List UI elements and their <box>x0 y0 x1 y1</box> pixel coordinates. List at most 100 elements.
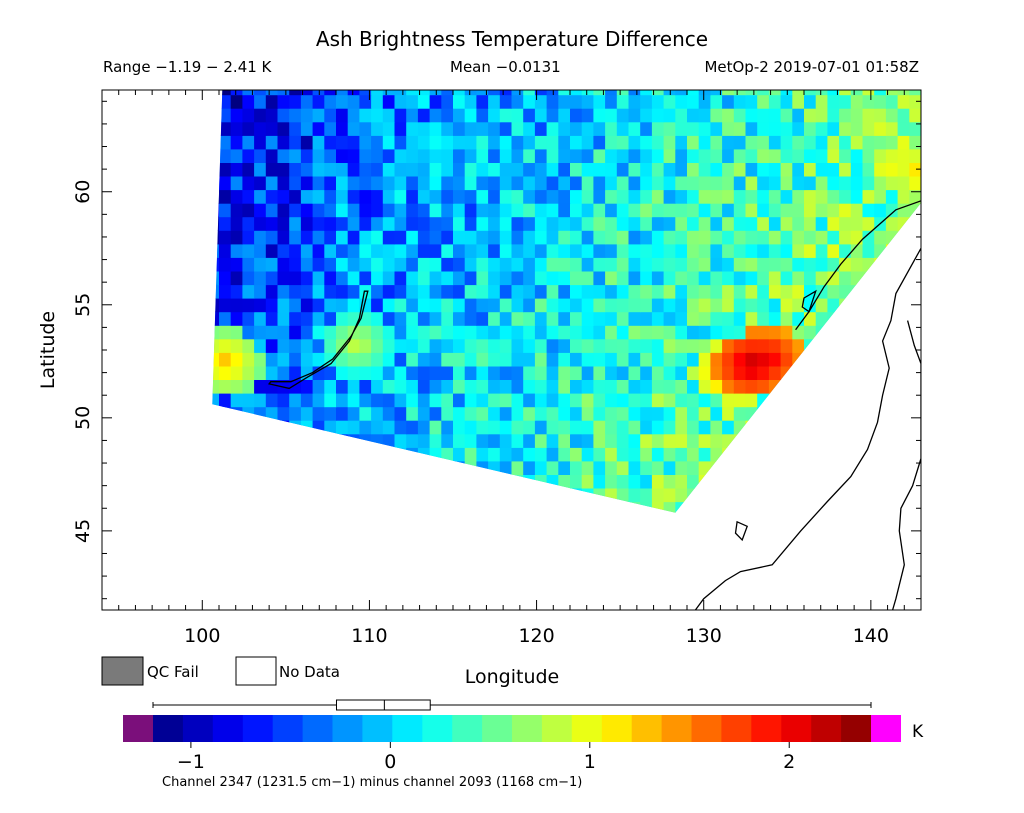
heat-cell <box>546 162 559 177</box>
heat-cell <box>312 325 325 340</box>
heat-cell <box>347 90 360 96</box>
heat-cell <box>710 121 723 136</box>
heat-cell <box>558 338 571 353</box>
heat-cell <box>862 189 875 204</box>
heat-cell <box>196 95 208 109</box>
heat-cell <box>815 487 828 503</box>
heat-cell <box>757 162 770 177</box>
heat-cell <box>768 121 782 136</box>
heat-cell <box>804 230 817 245</box>
heat-cell <box>827 365 840 380</box>
heat-cell <box>300 243 314 258</box>
heat-cell <box>289 569 301 583</box>
heat-cell <box>429 420 442 435</box>
heat-cell <box>464 474 477 489</box>
heat-cell <box>897 121 910 136</box>
heat-cell <box>324 406 337 421</box>
heat-cell <box>219 121 232 136</box>
heat-cell <box>558 162 571 177</box>
heat-cell <box>640 257 653 272</box>
heat-cell <box>863 569 875 583</box>
heat-cell <box>219 393 232 408</box>
heat-cell <box>300 447 314 462</box>
heat-cell <box>885 298 899 313</box>
colorbar-tick-label: 2 <box>783 751 795 773</box>
heat-cell <box>570 216 583 231</box>
value-boxplot <box>152 699 872 711</box>
heat-cell <box>616 284 630 299</box>
heat-cell <box>300 487 314 503</box>
heat-cell <box>687 108 700 123</box>
heat-cell <box>219 542 231 556</box>
heat-cell <box>499 433 513 448</box>
heat-cell <box>851 542 863 556</box>
heat-cell <box>371 406 384 421</box>
heat-cell <box>897 148 910 163</box>
x-tick-label: 120 <box>518 625 554 647</box>
heat-cell <box>125 271 137 285</box>
heat-cell <box>125 583 137 597</box>
heat-cell <box>347 393 360 408</box>
heat-cell <box>874 501 887 513</box>
heat-cell <box>710 298 723 313</box>
heat-cell <box>921 366 933 380</box>
heat-cell <box>757 393 770 408</box>
heat-cell <box>511 365 524 380</box>
heat-cell <box>289 447 302 462</box>
heat-cell <box>196 81 208 95</box>
heat-cell <box>781 583 793 597</box>
heat-cell <box>265 243 279 258</box>
heat-cell <box>464 270 477 286</box>
heat-cell <box>394 243 407 258</box>
heat-cell <box>570 162 583 177</box>
heat-cell <box>277 338 290 353</box>
heat-cell <box>347 162 360 177</box>
heat-cell <box>863 529 875 543</box>
heat-cell <box>488 90 501 96</box>
heat-cell <box>254 230 267 245</box>
heat-cell <box>593 474 606 489</box>
heat-cell <box>921 596 933 610</box>
heat-cell <box>815 230 828 245</box>
heat-cell <box>254 175 267 191</box>
heat-cell <box>897 406 910 421</box>
heat-cell <box>885 338 899 353</box>
heat-cell <box>347 203 360 218</box>
heat-cell <box>733 393 747 408</box>
heat-cell <box>745 447 758 462</box>
heat-cell <box>768 298 782 313</box>
heat-cell <box>722 406 735 421</box>
heat-cell <box>640 542 652 556</box>
heat-cell <box>488 230 501 245</box>
heat-cell <box>582 542 594 556</box>
heat-cell <box>558 243 571 258</box>
heat-cell <box>277 230 290 245</box>
heat-cell <box>161 379 173 393</box>
heat-cell <box>476 94 489 109</box>
heat-cell <box>581 189 594 204</box>
heat-cell <box>616 379 630 394</box>
heat-cell <box>499 393 513 408</box>
heat-cell <box>453 257 466 272</box>
heat-cell <box>184 407 196 421</box>
heat-cell <box>593 447 606 462</box>
heat-cell <box>651 420 665 435</box>
heat-cell <box>488 352 501 367</box>
heat-cell <box>862 325 875 340</box>
heat-cell <box>254 406 267 421</box>
heat-cell <box>593 216 606 231</box>
heat-cell <box>347 338 360 353</box>
heat-cell <box>581 90 594 96</box>
heat-cell <box>511 257 524 272</box>
heat-cell <box>289 352 302 367</box>
heat-cell <box>534 406 548 421</box>
heat-cell <box>324 501 337 513</box>
heat-cell <box>511 433 524 448</box>
heat-cell <box>593 569 605 583</box>
heat-cell <box>371 447 384 462</box>
heat-cell <box>534 460 548 475</box>
heat-cell <box>511 189 524 204</box>
heat-cell <box>651 216 665 231</box>
heat-cell <box>149 556 161 570</box>
heat-cell <box>710 270 723 286</box>
